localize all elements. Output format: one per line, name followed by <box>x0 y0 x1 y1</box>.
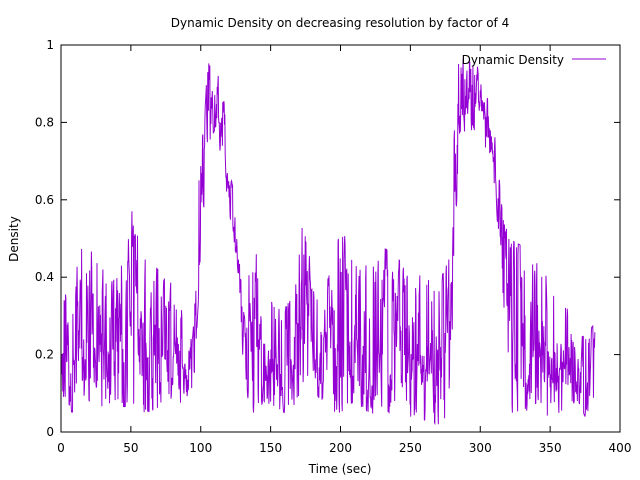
x-tick-label: 300 <box>469 441 492 455</box>
y-tick-label: 0.4 <box>35 270 54 284</box>
plot-frame <box>60 44 621 433</box>
y-tick-label: 0.6 <box>35 193 54 207</box>
x-tick-label: 250 <box>399 441 422 455</box>
x-tick-label: 350 <box>539 441 562 455</box>
y-axis-ticks: 0 0.2 0.4 0.6 0.8 1 <box>35 38 620 439</box>
x-tick-label: 0 <box>57 441 65 455</box>
chart-title: Dynamic Density on decreasing resolution… <box>171 16 509 30</box>
y-tick-label: 0.2 <box>35 348 54 362</box>
y-axis-label: Density <box>7 216 21 262</box>
y-tick-label: 0 <box>46 425 54 439</box>
y-tick-label: 1 <box>46 38 54 52</box>
y-tick-label: 0.8 <box>35 115 54 129</box>
legend: Dynamic Density <box>462 53 606 67</box>
x-axis-label: Time (sec) <box>308 462 372 476</box>
x-tick-label: 100 <box>189 441 212 455</box>
x-tick-label: 400 <box>609 441 632 455</box>
x-axis-ticks: 0 50 100 150 200 250 300 350 400 <box>57 45 631 455</box>
x-tick-label: 50 <box>123 441 138 455</box>
x-tick-label: 200 <box>329 441 352 455</box>
series-line-dynamic-density <box>60 58 596 426</box>
x-tick-label: 150 <box>259 441 282 455</box>
legend-label-dynamic-density: Dynamic Density <box>462 53 564 67</box>
